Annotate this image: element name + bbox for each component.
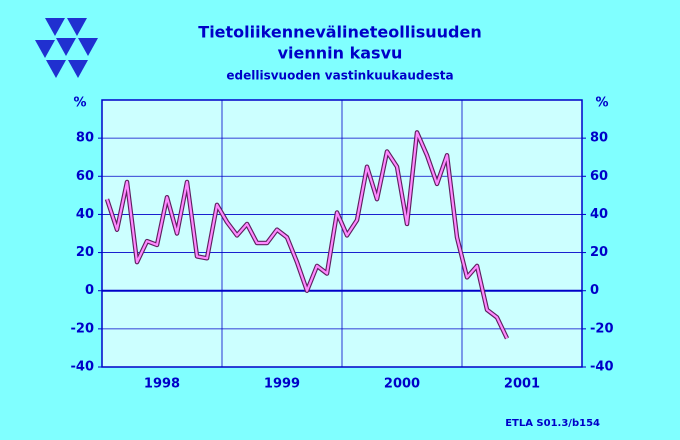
y-tick-label: 60 [76,169,94,184]
y-tick-label: 60 [590,169,608,184]
logo [35,18,98,78]
chart-title: Tietoliikennevälineteollisuuden [198,23,481,42]
chart-title: viennin kasvu [278,44,403,63]
y-tick-label: 40 [76,207,94,222]
y-tick-label: -40 [590,360,614,375]
y-unit: % [595,96,608,111]
line [105,131,508,339]
y-tick-label: 80 [590,131,608,146]
y-tick-label: 0 [85,283,94,298]
y-tick-label: 20 [76,245,94,260]
y-tick-label: -20 [71,321,95,336]
source: ETLA S01.3/b154 [505,418,600,429]
x-tick-label: 1998 [144,377,180,392]
y-tick-label: 80 [76,131,94,146]
y-tick-label: -40 [71,360,95,375]
y-tick-label: 40 [590,207,608,222]
y-tick-label: 0 [590,283,599,298]
y-tick-label: 20 [590,245,608,260]
y-unit: % [73,96,86,111]
x-tick-label: 2001 [504,377,540,392]
x-tick-label: 2000 [384,377,420,392]
chart-subtitle: edellisvuoden vastinkuukaudesta [226,69,453,83]
y-tick-label: -20 [590,321,614,336]
x-tick-label: 1999 [264,377,300,392]
